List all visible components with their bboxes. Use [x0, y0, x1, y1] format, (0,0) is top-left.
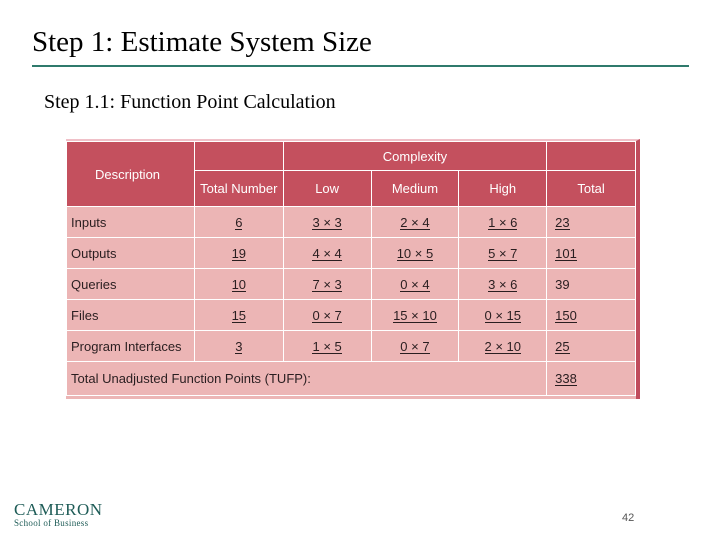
cell-total: 25	[555, 338, 570, 354]
header-description: Description	[66, 141, 195, 207]
cell-total-number: 3	[235, 338, 243, 354]
cell-total-number: 19	[231, 245, 247, 261]
page-number: 42	[622, 512, 635, 524]
cell-medium: 15 × 10	[393, 307, 437, 323]
row-label: Outputs	[66, 237, 195, 269]
function-point-table: Description Complexity Total Number Low …	[65, 139, 640, 399]
row-label: Inputs	[66, 206, 195, 238]
header-complexity: Complexity	[282, 141, 548, 171]
cell-total: 101	[555, 245, 577, 261]
cell-low: 1 × 5	[312, 338, 342, 354]
cell-medium: 0 × 4	[400, 276, 430, 292]
cell-total-number: 15	[231, 307, 247, 323]
cell-medium: 0 × 7	[400, 338, 430, 354]
footer-value: 338	[555, 371, 577, 386]
header-blank-2	[546, 141, 636, 171]
slide-title: Step 1: Estimate System Size	[32, 26, 372, 58]
row-label: Program Interfaces	[66, 330, 195, 362]
header-blank	[193, 141, 284, 171]
cell-high: 5 × 7	[488, 245, 518, 261]
table-row: Outputs 19 4 × 4 10 × 5 5 × 7 101	[66, 237, 636, 269]
row-label: Files	[66, 299, 195, 331]
table-row: Program Interfaces 3 1 × 5 0 × 7 2 × 10 …	[66, 330, 636, 362]
title-divider	[32, 65, 689, 67]
header-low: Low	[282, 170, 372, 207]
cell-low: 4 × 4	[312, 245, 342, 261]
cell-total-number: 10	[231, 276, 247, 292]
cell-high: 1 × 6	[488, 214, 518, 230]
cell-low: 3 × 3	[312, 214, 342, 230]
header-medium: Medium	[370, 170, 460, 207]
cell-total: 39	[555, 276, 570, 292]
row-label: Queries	[66, 268, 195, 300]
header-high: High	[458, 170, 548, 207]
cell-total: 23	[555, 214, 570, 230]
table-footer-row: Total Unadjusted Function Points (TUFP):…	[65, 361, 636, 396]
cell-medium: 2 × 4	[400, 214, 430, 230]
cell-low: 7 × 3	[312, 276, 342, 292]
table-row: Inputs 6 3 × 3 2 × 4 1 × 6 23	[66, 206, 636, 238]
logo-subtitle: School of Business	[14, 518, 89, 528]
table-row: Files 15 0 × 7 15 × 10 0 × 15 150	[66, 299, 636, 331]
cell-total: 150	[555, 307, 577, 323]
cell-high: 3 × 6	[488, 276, 518, 292]
cell-high: 0 × 15	[484, 307, 522, 323]
footer-label: Total Unadjusted Function Points (TUFP):	[65, 361, 548, 396]
cell-medium: 10 × 5	[396, 245, 434, 261]
header-total-number: Total Number	[193, 170, 284, 207]
header-total: Total	[546, 170, 636, 207]
cell-high: 2 × 10	[484, 338, 522, 354]
table-row: Queries 10 7 × 3 0 × 4 3 × 6 39	[66, 268, 636, 300]
slide-subtitle: Step 1.1: Function Point Calculation	[44, 91, 336, 113]
school-logo: CAMERON School of Business	[14, 500, 103, 528]
cell-low: 0 × 7	[312, 307, 342, 323]
cell-total-number: 6	[235, 214, 243, 230]
logo-name: CAMERON	[14, 500, 103, 519]
